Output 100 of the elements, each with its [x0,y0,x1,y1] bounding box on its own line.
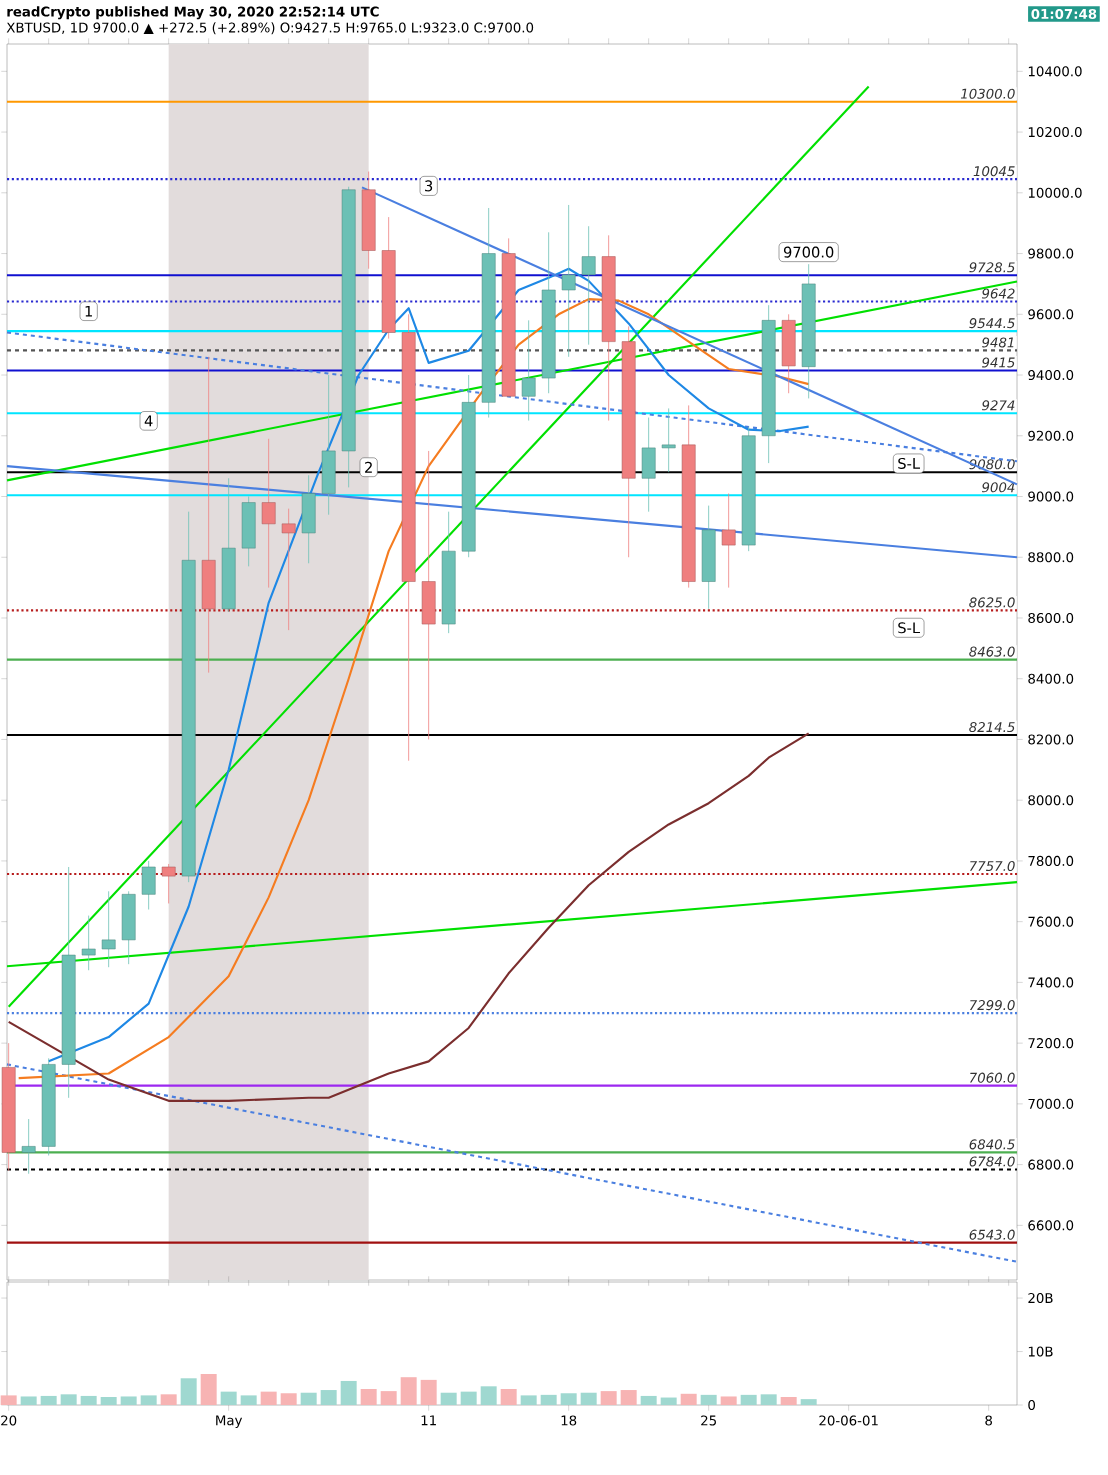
y-tick-label: 7800.0 [1028,855,1074,866]
candlestick [101,890,116,968]
bar [180,1378,197,1406]
y-tick-label: 8400.0 [1028,673,1074,684]
ref-line-label: 9544.5 [969,318,1015,329]
bar [280,1393,297,1406]
bar [260,1391,277,1406]
candlestick [281,508,296,631]
bar [40,1395,57,1406]
x-tick-label: 8 [985,1415,992,1426]
bar [660,1397,677,1406]
y-tick-label: 0 [1028,1399,1036,1411]
y-tick-label: 8800.0 [1028,552,1074,563]
bar [100,1396,117,1406]
x-tick-label: 11 [421,1415,436,1426]
ref-line-label: 7060.0 [969,1072,1015,1083]
bar [740,1394,757,1406]
ref-line-label: 8625.0 [969,597,1015,608]
bar [400,1377,417,1406]
bar [780,1396,797,1406]
ref-line-label: 9728.5 [969,262,1015,273]
candlestick [561,204,576,358]
candlestick [521,319,536,421]
bar [540,1394,557,1406]
ref-line-label: 9415 [982,357,1015,368]
y-tick-label: 7400.0 [1028,977,1074,988]
x-tick-label: 20-06-01 [819,1415,878,1426]
bar [460,1391,477,1406]
bar [360,1388,377,1406]
y-tick-label: 6600.0 [1028,1220,1074,1231]
x-tick-label: 18 [561,1415,577,1426]
ref-line-label: 8214.5 [969,722,1015,733]
bar [120,1396,137,1406]
ref-line-label: 7757.0 [969,860,1015,872]
ref-line-label: 7299.0 [969,1000,1015,1011]
bar [680,1393,697,1406]
candlestick [581,225,596,346]
y-tick-label: 7000.0 [1028,1098,1074,1109]
bar [20,1396,37,1406]
y-tick-label: 7600.0 [1028,916,1074,927]
bar [700,1394,717,1406]
bar [640,1395,657,1406]
y-tick-label: 20B [1028,1293,1053,1304]
y-tick-label: 8600.0 [1028,612,1074,624]
ref-line-label: 10300.0 [960,88,1015,99]
annotation: 3 [425,180,433,192]
bar [620,1390,637,1406]
candlestick [721,493,736,589]
ref-line-label: 9642 [982,288,1015,299]
bar [720,1396,737,1406]
bar [140,1395,157,1406]
annotation: 9700.0 [783,246,834,258]
bar [760,1394,777,1406]
bar [320,1390,337,1406]
annotation: S-L [898,622,920,634]
candlestick [661,408,676,473]
y-tick-label: 9200.0 [1028,430,1074,441]
candlestick [81,915,96,971]
bar [560,1393,577,1406]
y-tick-label: 9800.0 [1028,248,1074,259]
y-tick-label: 9400.0 [1028,369,1074,381]
bar [580,1392,597,1406]
annotation: 4 [144,415,153,427]
bar [800,1399,817,1406]
y-tick-label: 10400.0 [1028,66,1082,77]
y-tick-label: 8200.0 [1028,734,1074,745]
annotation: 2 [365,461,372,473]
bar [60,1394,77,1406]
bar [160,1394,177,1406]
x-tick-label: May [216,1415,243,1428]
chart-subtitle: XBTUSD, 1D 9700.0 ▲ +272.5 (+2.89%) O:9427.5 H:9765.0 L:9323.0 C:9700.0 [6,22,534,35]
bar [380,1391,397,1406]
candlestick [21,1118,36,1175]
y-tick-label: 10200.0 [1028,127,1082,138]
bar [480,1386,497,1406]
ref-line-label: 6840.5 [969,1139,1015,1150]
line-series [7,732,810,1102]
y-tick-label: 10B [1028,1346,1053,1357]
bar [220,1391,237,1406]
y-tick-label: 7200.0 [1028,1038,1074,1049]
ref-line-label: 6784.0 [969,1156,1015,1167]
annotation: 1 [85,305,92,317]
x-tick-label: 20 [1,1415,17,1426]
ref-line-label: 9004 [982,482,1015,493]
bar [440,1392,457,1406]
ref-line-label: 9481 [982,337,1014,348]
bar [300,1392,317,1406]
y-tick-label: 8000.0 [1028,795,1074,806]
ref-line-label: 8463.0 [969,646,1015,657]
bar [500,1388,517,1406]
ref-line-label: 10045 [973,166,1015,177]
bar [340,1380,357,1406]
candlestick [261,438,276,589]
y-tick-label: 6800.0 [1028,1159,1074,1170]
y-tick-label: 9600.0 [1028,309,1074,320]
bar [420,1379,437,1406]
bar [200,1374,217,1406]
bar [80,1395,97,1406]
y-tick-label: 10000.0 [1028,187,1082,198]
ref-line-label: 9274 [982,400,1015,411]
